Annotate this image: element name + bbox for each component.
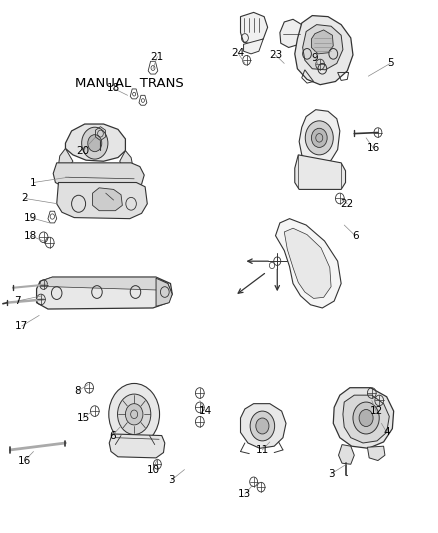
Text: 2: 2 <box>21 193 28 204</box>
Polygon shape <box>294 155 345 189</box>
Text: 23: 23 <box>268 50 282 60</box>
Circle shape <box>88 135 102 152</box>
Circle shape <box>109 383 159 445</box>
Circle shape <box>358 409 372 426</box>
Text: 3: 3 <box>327 469 334 479</box>
Text: 13: 13 <box>238 489 251 499</box>
Polygon shape <box>275 219 340 308</box>
Text: 24: 24 <box>231 48 244 58</box>
Polygon shape <box>240 12 267 44</box>
Circle shape <box>117 394 150 434</box>
Text: 6: 6 <box>351 231 358 241</box>
Polygon shape <box>109 434 164 458</box>
Polygon shape <box>298 110 339 165</box>
Text: 18: 18 <box>107 83 120 93</box>
Text: 20: 20 <box>76 146 89 156</box>
Polygon shape <box>58 149 73 172</box>
Polygon shape <box>302 25 342 70</box>
Text: 1: 1 <box>30 177 37 188</box>
Text: 16: 16 <box>18 456 31 465</box>
Polygon shape <box>332 387 393 448</box>
Polygon shape <box>367 446 384 461</box>
Text: 9: 9 <box>311 53 318 63</box>
Polygon shape <box>155 278 172 306</box>
Polygon shape <box>36 277 172 309</box>
Text: 18: 18 <box>24 231 37 241</box>
Circle shape <box>125 403 143 425</box>
Text: 5: 5 <box>386 59 392 68</box>
Text: 19: 19 <box>24 213 37 223</box>
Text: 21: 21 <box>150 52 164 61</box>
Polygon shape <box>240 403 286 448</box>
Circle shape <box>352 402 378 434</box>
Polygon shape <box>294 15 352 85</box>
Circle shape <box>311 128 326 148</box>
Polygon shape <box>342 395 389 443</box>
Circle shape <box>255 418 268 434</box>
Polygon shape <box>40 277 170 290</box>
Text: 10: 10 <box>146 465 159 474</box>
Circle shape <box>250 411 274 441</box>
Polygon shape <box>57 182 147 219</box>
Text: 6: 6 <box>109 431 115 441</box>
Polygon shape <box>311 30 332 54</box>
Polygon shape <box>120 151 133 172</box>
Text: 12: 12 <box>369 406 382 416</box>
Text: 3: 3 <box>168 475 174 485</box>
Text: 17: 17 <box>15 321 28 331</box>
Polygon shape <box>243 39 263 54</box>
Polygon shape <box>53 163 144 189</box>
Circle shape <box>304 121 332 155</box>
Text: 15: 15 <box>76 413 89 423</box>
Text: 16: 16 <box>366 143 379 154</box>
Text: 22: 22 <box>340 199 353 209</box>
Text: 8: 8 <box>74 386 81 397</box>
Polygon shape <box>65 124 125 161</box>
Text: 14: 14 <box>198 406 212 416</box>
Text: 7: 7 <box>14 296 21 306</box>
Polygon shape <box>284 228 330 298</box>
Circle shape <box>81 127 108 159</box>
Text: 11: 11 <box>255 445 268 455</box>
Polygon shape <box>279 19 304 47</box>
Polygon shape <box>92 188 122 211</box>
Text: MANUAL  TRANS: MANUAL TRANS <box>75 77 184 90</box>
Text: 4: 4 <box>382 427 389 438</box>
Polygon shape <box>338 445 353 464</box>
